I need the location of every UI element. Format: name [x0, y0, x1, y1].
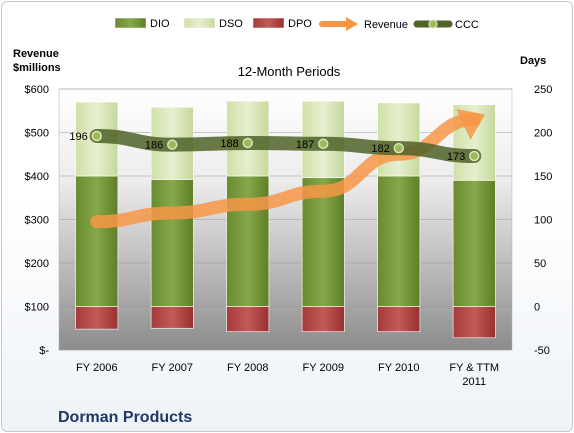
ccc-marker	[318, 138, 329, 150]
ccc-data-label: 173	[447, 151, 465, 163]
ccc-data-label: 196	[69, 131, 87, 143]
ccc-marker	[393, 142, 404, 154]
left-axis-title-line-1: Revenue	[13, 48, 59, 60]
bar-dio	[75, 175, 119, 307]
legend-label-dio: DIO	[150, 18, 170, 30]
ccc-marker	[242, 137, 253, 149]
left-axis-tick-label: $-	[39, 345, 49, 357]
legend-label-ccc: CCC	[455, 19, 479, 31]
left-axis-tick-label: $500	[25, 128, 49, 140]
bar-dpo	[226, 306, 270, 333]
bar-dio	[452, 180, 496, 307]
bar-dio	[301, 177, 345, 307]
chart-title: 12-Month Periods	[238, 64, 341, 79]
axes-layer: $- $100 $200 $300 $400 $500 $600 -50 0 50 100 150 20…	[25, 84, 553, 388]
ccc-layer: 196 186 188 187 182 173	[69, 128, 482, 163]
left-axis-tick-label: $300	[25, 215, 49, 227]
legend-label-dpo: DPO	[288, 18, 312, 30]
bar-dso	[377, 102, 421, 177]
bar-dio	[377, 175, 421, 307]
legend-swatch-dio	[114, 17, 147, 29]
bar-dpo	[150, 306, 194, 329]
ccc-data-label: 187	[296, 139, 314, 151]
ccc-data-label: 182	[371, 143, 389, 155]
x-axis-tick-label: FY & TTM	[449, 362, 499, 374]
bar-dpo	[377, 306, 421, 333]
company-name: Dorman Products	[58, 409, 192, 426]
ccc-marker	[167, 139, 178, 150]
bar-dpo	[75, 306, 119, 330]
revenue-arrowhead	[456, 109, 486, 140]
legend-label-dso: DSO	[219, 18, 243, 30]
right-axis-title: Days	[520, 55, 546, 67]
right-axis-tick-label: 100	[534, 215, 552, 227]
left-axis-tick-label: $200	[25, 258, 49, 270]
ccc-data-label: 186	[145, 140, 163, 152]
right-axis-tick-label: 150	[534, 171, 552, 183]
x-axis-tick-label: FY 2008	[227, 362, 268, 374]
bar-dio	[150, 179, 194, 307]
right-axis-tick-label: 0	[534, 302, 540, 314]
left-axis-tick-label: $600	[25, 84, 49, 96]
x-axis-tick-label: FY 2010	[378, 362, 419, 374]
legend-swatch-dso	[183, 17, 216, 29]
x-axis-tick-label: FY 2009	[303, 362, 344, 374]
bar-dpo	[452, 306, 496, 339]
ccc-data-label: 188	[220, 138, 238, 150]
bar-dpo	[301, 306, 345, 333]
left-axis-title-line-2: $millions	[13, 62, 61, 74]
right-axis-tick-label: 200	[534, 128, 552, 140]
right-axis-tick-label: -50	[534, 345, 550, 357]
x-axis-tick-label: FY 2006	[76, 362, 117, 374]
bar-dio	[226, 175, 270, 307]
legend-marker-ccc	[428, 19, 438, 29]
ccc-marker	[91, 130, 102, 142]
x-axis-tick-label: 2011	[462, 376, 486, 388]
right-axis-tick-label: 50	[534, 258, 546, 270]
legend-label-revenue: Revenue	[364, 19, 408, 31]
legend: DIO DSO DPO Revenue CCC	[114, 17, 479, 31]
ccc-marker	[469, 150, 480, 162]
left-axis-tick-label: $100	[25, 302, 49, 314]
left-axis-tick-label: $400	[25, 171, 49, 183]
legend-arrowhead-revenue	[346, 17, 358, 31]
legend-swatch-dpo	[252, 17, 285, 29]
ccc-line	[89, 128, 482, 163]
right-axis-tick-label: 250	[534, 84, 552, 96]
x-axis-tick-label: FY 2007	[152, 362, 193, 374]
